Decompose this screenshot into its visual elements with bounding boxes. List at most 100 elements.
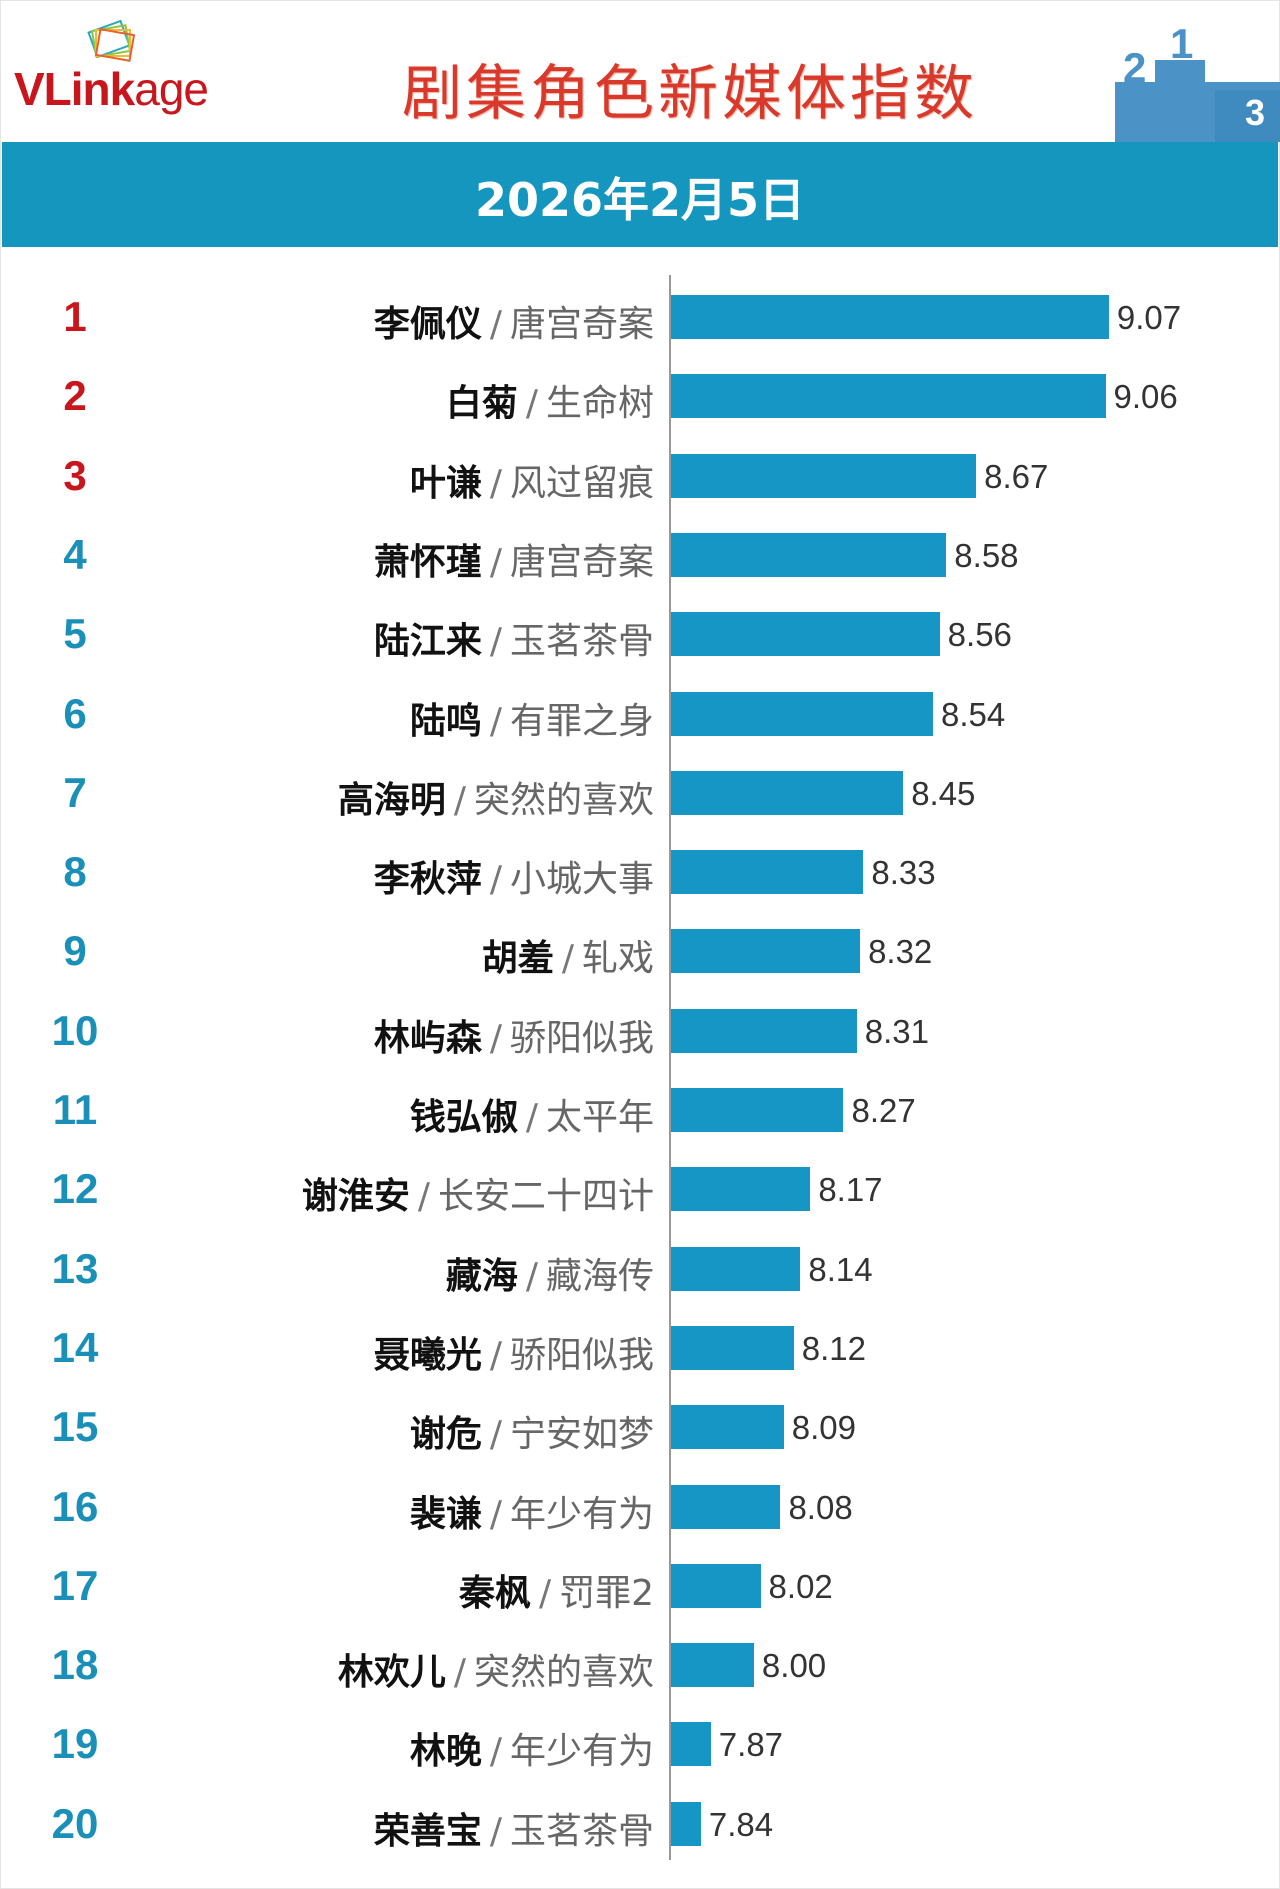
row-label: 谢危 / 宁安如梦 [410,1405,654,1457]
character-name: 林晚 [409,1731,482,1773]
character-name: 林屿森 [373,1017,482,1059]
row-label: 钱弘俶 / 太平年 [410,1088,654,1140]
row-label: 陆江来 / 玉茗茶骨 [374,612,654,664]
svg-text:2: 2 [1123,44,1146,91]
character-name: 叶谦 [409,462,482,504]
show-title: 宁安如梦 [509,1414,654,1456]
show-title: 玉茗茶骨 [509,621,654,663]
bar [671,1088,844,1132]
chart-row: 4 萧怀瑾 / 唐宫奇案 8.58 [0,525,1280,585]
row-label: 谢淮安 / 长安二十四计 [302,1167,654,1219]
rank-number: 1 [63,293,87,340]
row-label: 秦枫 / 罚罪2 [459,1564,654,1616]
value-label: 8.67 [984,457,1049,495]
page-title: 剧集角色新媒体指数 [402,59,978,129]
separator: / [489,700,502,742]
rank-number: 18 [51,1641,99,1689]
rank-number: 20 [51,1799,99,1847]
character-name: 李佩仪 [373,304,482,345]
value-label: 8.33 [871,854,936,892]
show-title: 骄阳似我 [509,1017,654,1059]
bar [671,850,864,895]
value-label: 7.87 [718,1726,784,1764]
separator: / [489,1810,502,1852]
chart-row: 14 聂曦光 / 骄阳似我 8.12 [0,1318,1280,1378]
show-title: 年少有为 [509,1493,654,1535]
chart-row: 3 叶谦 / 风过留痕 8.67 [0,446,1280,506]
show-title: 长安二十四计 [437,1176,654,1218]
show-title: 骄阳似我 [509,1334,654,1376]
chart-row: 16 裴谦 / 年少有为 8.08 [0,1477,1280,1537]
separator: / [489,1731,502,1773]
row-label: 荣善宝 / 玉茗茶骨 [374,1802,654,1854]
row-label: 藏海 / 藏海传 [446,1247,654,1299]
svg-text:3: 3 [1245,92,1265,133]
bar [671,1643,754,1688]
show-title: 生命树 [545,383,654,425]
show-title: 玉茗茶骨 [509,1810,654,1852]
rank-number: 5 [63,610,87,658]
value-label: 8.00 [761,1647,827,1685]
character-name: 钱弘俶 [409,1097,518,1138]
rank-number: 2 [63,372,87,420]
bar [671,295,1109,339]
separator: / [489,541,502,583]
separator: / [489,859,502,901]
bar [671,1563,761,1608]
bar [671,1801,701,1846]
show-title: 有罪之身 [509,700,654,742]
value-label: 7.84 [708,1805,774,1843]
bar [671,1405,784,1450]
separator: / [489,1493,502,1535]
value-label: 8.58 [954,536,1019,574]
show-title: 唐宫奇案 [509,541,654,583]
value-label: 8.54 [941,695,1006,733]
separator: / [538,1572,552,1614]
separator: / [489,621,502,663]
character-name: 谢淮安 [301,1176,410,1218]
chart-row: 2 白菊 / 生命树 9.06 [0,366,1280,426]
show-title: 小城大事 [509,859,654,901]
character-name: 高海明 [337,779,446,821]
character-name: 聂曦光 [373,1334,482,1376]
show-title: 年少有为 [509,1731,654,1773]
bar [671,1484,781,1529]
value-label: 9.06 [1113,378,1178,416]
bar [671,1008,857,1053]
chart-row: 13 藏海 / 藏海传 8.14 [0,1239,1280,1299]
row-label: 李秋萍 / 小城大事 [374,850,654,902]
chart-row: 12 谢淮安 / 长安二十四计 8.17 [0,1159,1280,1219]
bar [671,453,977,498]
row-label: 林屿森 / 骄阳似我 [374,1009,654,1061]
rank-number: 7 [63,768,87,816]
row-label: 萧怀瑾 / 唐宫奇案 [374,533,654,585]
chart-row: 15 谢危 / 宁安如梦 8.09 [0,1397,1280,1457]
show-title: 突然的喜欢 [473,779,654,821]
logo-text: VLinkage [14,63,209,115]
show-title: 唐宫奇案 [509,304,654,345]
row-label: 陆鸣 / 有罪之身 [410,692,654,744]
value-label: 8.09 [791,1409,856,1447]
character-name: 谢危 [409,1414,482,1456]
rank-number: 12 [51,1165,99,1213]
chart-row: 5 陆江来 / 玉茗茶骨 8.56 [0,604,1280,664]
separator: / [489,1414,502,1456]
separator: / [417,1176,430,1218]
row-label: 胡羞 / 轧戏 [482,929,654,981]
separator: / [489,304,502,345]
separator: / [489,462,502,504]
bar [671,1167,811,1212]
rank-number: 4 [63,530,87,578]
row-label: 林晚 / 年少有为 [410,1722,654,1774]
rank-number: 13 [51,1244,99,1292]
character-name: 秦枫 [458,1572,531,1614]
bar [671,1246,801,1291]
character-name: 胡羞 [481,938,554,980]
character-name: 白菊 [445,383,518,425]
value-label: 8.12 [801,1329,866,1367]
bar [671,374,1106,419]
show-title: 突然的喜欢 [473,1652,654,1694]
rank-number: 19 [51,1720,99,1768]
rank-number: 8 [63,848,87,896]
chart-row: 1 李佩仪 / 唐宫奇案 9.07 [0,287,1280,347]
